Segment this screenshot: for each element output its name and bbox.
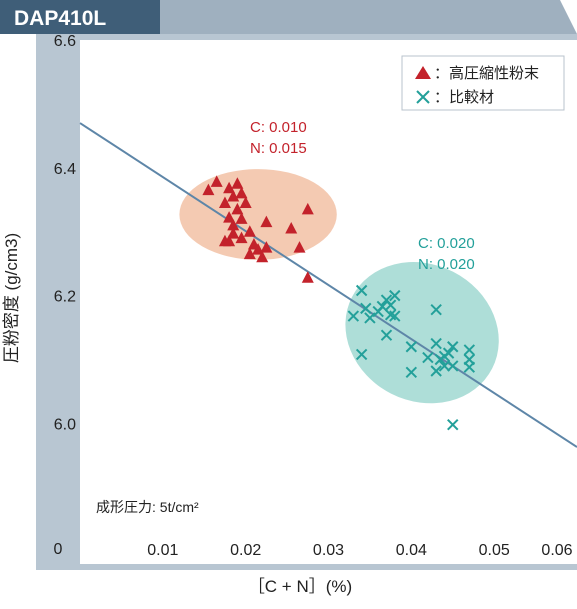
header-bar: DAP410L xyxy=(0,0,577,34)
chart-title: DAP410L xyxy=(14,7,106,30)
annotation-comp-n: N: 0.020 xyxy=(418,256,475,273)
point-triangle-20 xyxy=(243,247,256,260)
point-triangle-22 xyxy=(260,215,273,228)
y-tick-label-0: 6.0 xyxy=(54,416,76,433)
point-cross-12 xyxy=(355,348,368,361)
point-cross-9 xyxy=(389,289,401,302)
y-tick-label-1: 6.2 xyxy=(54,289,76,306)
point-cross-22 xyxy=(447,341,459,353)
point-cross-28 xyxy=(447,418,459,431)
point-triangle-11 xyxy=(235,212,248,224)
x-tick-label-5: 0.06 xyxy=(541,542,572,559)
point-cross-13 xyxy=(405,341,418,353)
point-triangle-25 xyxy=(301,202,314,215)
x-tick-label-1: 0.02 xyxy=(230,542,261,559)
point-triangle-12 xyxy=(243,225,256,237)
point-triangle-5 xyxy=(231,177,244,189)
point-triangle-3 xyxy=(223,181,236,194)
legend-triangle-icon xyxy=(415,66,431,79)
ellipse-high xyxy=(179,169,337,260)
x-tick-label-2: 0.03 xyxy=(313,542,344,559)
point-cross-1 xyxy=(355,284,368,297)
point-triangle-19 xyxy=(260,241,273,253)
point-triangle-15 xyxy=(218,234,231,247)
y-tick-label-3: 6.6 xyxy=(54,34,76,50)
y-tick-labels: 6.0 6.2 6.4 6.6 xyxy=(54,33,76,433)
legend-box xyxy=(401,55,565,111)
point-triangle-10 xyxy=(227,218,240,231)
point-cross-24 xyxy=(430,365,442,377)
legend: ：高圧縮性粉末 ：比較材 xyxy=(401,55,565,111)
point-triangle-21 xyxy=(256,250,269,263)
x-tick-label-0: 0.01 xyxy=(147,542,178,559)
header-background xyxy=(0,0,160,34)
point-cross-25 xyxy=(463,344,476,356)
chart-container: 6.0 6.2 6.4 6.6 0.01 0.02 0.03 0.04 0.05 0.06 0 … xyxy=(0,33,577,604)
point-cross-3 xyxy=(364,312,376,324)
point-triangle-23 xyxy=(285,222,298,234)
legend-label-comp: ：比較材 xyxy=(434,88,494,106)
point-cross-10 xyxy=(389,310,401,322)
point-triangle-24 xyxy=(293,241,306,253)
x-axis-label: ［C + N］(%) xyxy=(248,577,352,596)
point-cross-20 xyxy=(442,347,455,359)
y-tick-label-2: 6.4 xyxy=(54,161,76,178)
point-cross-2 xyxy=(360,302,372,315)
point-triangle-13 xyxy=(227,227,240,239)
point-cross-0 xyxy=(347,310,360,322)
point-triangle-6 xyxy=(235,186,248,199)
point-cross-11 xyxy=(380,329,393,341)
data-points xyxy=(202,175,476,431)
point-triangle-8 xyxy=(231,202,244,215)
point-triangle-4 xyxy=(227,190,240,202)
point-cross-16 xyxy=(430,303,442,316)
origin-label: 0 xyxy=(54,541,63,558)
legend-cross-icon xyxy=(416,90,430,104)
y-axis-label: 圧粉密度 (g/cm3) xyxy=(2,233,21,363)
plot-area xyxy=(80,40,577,564)
point-triangle-1 xyxy=(210,175,223,187)
annotation-high-n: N: 0.015 xyxy=(250,140,307,157)
point-cross-17 xyxy=(430,337,442,350)
point-cross-7 xyxy=(384,299,397,311)
point-cross-21 xyxy=(438,360,451,372)
point-triangle-9 xyxy=(223,211,236,223)
point-cross-27 xyxy=(463,361,476,373)
annotation-high-c: C: 0.010 xyxy=(250,119,307,136)
x-tick-label-4: 0.05 xyxy=(479,542,510,559)
point-triangle-0 xyxy=(202,183,215,196)
trend-line xyxy=(79,122,577,448)
annotation-comp-c: C: 0.020 xyxy=(418,235,475,252)
condition-label: 成形圧力: 5t/cm² xyxy=(96,499,199,515)
point-cross-15 xyxy=(422,351,434,364)
point-cross-23 xyxy=(447,360,459,372)
point-triangle-26 xyxy=(301,271,314,283)
x-tick-label-3: 0.04 xyxy=(396,542,427,559)
x-tick-labels: 0.01 0.02 0.03 0.04 0.05 0.06 xyxy=(147,542,572,559)
scatter-chart: 6.06.26.46.6 0.01 0.02 0.03 0.04 0.05 0.06 0 … xyxy=(2,33,577,596)
point-cross-14 xyxy=(405,366,418,378)
point-triangle-2 xyxy=(218,196,231,208)
point-triangle-7 xyxy=(239,196,252,208)
point-triangle-16 xyxy=(235,231,248,244)
legend-label-high: ：高圧縮性粉末 xyxy=(434,65,539,82)
header-tail xyxy=(160,0,577,34)
